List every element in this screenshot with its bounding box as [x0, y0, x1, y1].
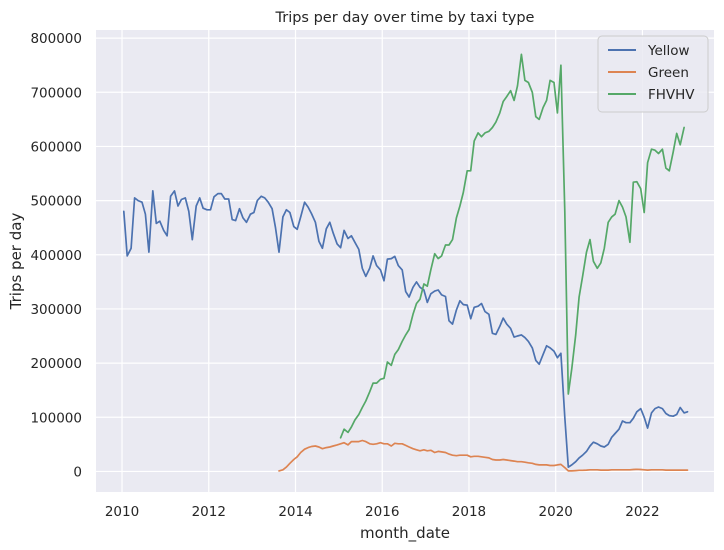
y-tick-label: 400000 — [30, 248, 82, 264]
chart-title: Trips per day over time by taxi type — [275, 10, 535, 26]
series-line-fhvhv — [339, 53, 685, 439]
legend-label-green: Green — [648, 65, 689, 81]
y-tick-labels: 0 100000 200000 300000 400000 500000 600000 700… — [30, 31, 82, 480]
x-tick-label: 2022 — [625, 504, 659, 520]
x-axis-title: month_date — [360, 524, 450, 543]
y-tick-label: 0 — [73, 464, 82, 480]
y-tick-label: 800000 — [30, 31, 82, 47]
x-tick-labels: 2010 2012 2014 2016 2018 2020 2022 — [105, 504, 660, 520]
y-tick-label: 100000 — [30, 410, 82, 426]
y-tick-label: 200000 — [30, 356, 82, 372]
y-tick-label: 600000 — [30, 139, 82, 155]
y-tick-label: 700000 — [30, 85, 82, 101]
y-axis-title: Trips per day — [7, 213, 25, 311]
x-tick-label: 2014 — [278, 504, 312, 520]
legend-label-fhvhv: FHVHV — [648, 87, 695, 103]
legend-label-yellow: Yellow — [647, 43, 690, 59]
legend: Yellow Green FHVHV — [597, 35, 709, 113]
series-line-yellow — [122, 190, 689, 468]
series-line-green — [278, 439, 689, 472]
x-tick-label: 2020 — [539, 504, 573, 520]
x-tick-label: 2016 — [365, 504, 399, 520]
x-tick-label: 2018 — [452, 504, 486, 520]
x-tick-label: 2010 — [105, 504, 139, 520]
y-tick-label: 300000 — [30, 302, 82, 318]
y-tick-label: 500000 — [30, 194, 82, 210]
x-tick-label: 2012 — [192, 504, 226, 520]
series-lines — [122, 53, 689, 472]
